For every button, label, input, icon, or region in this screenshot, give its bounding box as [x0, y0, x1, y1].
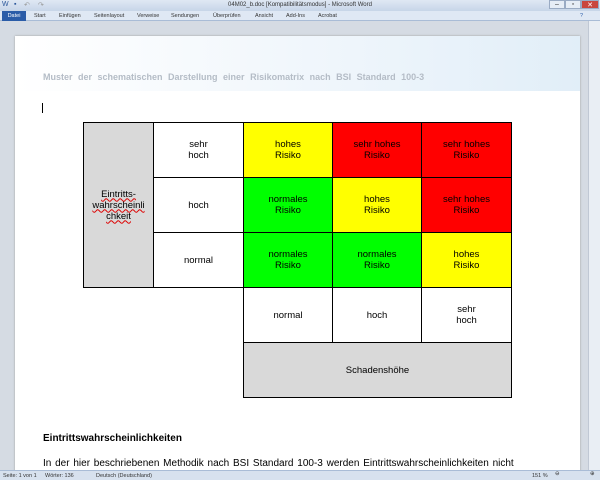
tab-ansicht[interactable]: Ansicht — [255, 13, 274, 19]
window-title: 04M02_b.doc [Kompatibilitätsmodus] - Mic… — [228, 2, 372, 8]
risk-cell-text: hohes Risiko — [364, 194, 390, 216]
x-axis-label: Schadenshöhe — [243, 342, 512, 398]
y-axis-label-text: Eintritts- wahrscheinli chkeit — [92, 188, 145, 222]
column-label: normal — [243, 287, 333, 343]
tab-datei[interactable]: Datei — [2, 11, 26, 21]
column-label: sehr hoch — [421, 287, 512, 343]
risk-cell: sehr hohes Risiko — [421, 122, 512, 178]
tab-acrobat[interactable]: Acrobat — [318, 13, 337, 19]
row-label-text: hoch — [188, 199, 209, 211]
language[interactable]: Deutsch (Deutschland) — [96, 473, 152, 479]
x-axis-label-text: Schadenshöhe — [345, 364, 410, 376]
maximize-button[interactable]: ▫ — [565, 0, 581, 9]
risk-cell-text: sehr hohes Risiko — [353, 139, 401, 161]
document-area: Muster der schematischen Darstellung ein… — [0, 21, 588, 476]
risk-cell-text: normales Risiko — [357, 249, 397, 271]
risk-cell: sehr hohes Risiko — [421, 177, 512, 233]
zoom-in-icon[interactable]: ⊕ — [590, 471, 595, 477]
risk-cell-text: hohes Risiko — [453, 249, 480, 271]
risk-cell-text: normales Risiko — [268, 249, 308, 271]
tab-verweise[interactable]: Verweise — [137, 13, 160, 19]
text-cursor — [42, 103, 43, 113]
risk-cell-text: sehr hohes Risiko — [442, 139, 490, 161]
redo-icon[interactable]: ↷ — [38, 2, 44, 9]
header-title: Muster der schematischen Darstellung ein… — [43, 72, 425, 82]
column-label-text: hoch — [366, 309, 388, 321]
page-count[interactable]: Seite: 1 von 1 — [3, 473, 37, 479]
vertical-scrollbar[interactable] — [588, 21, 600, 470]
risk-cell-text: sehr hohes Risiko — [442, 194, 490, 216]
body-paragraph: In der hier beschriebenen Methodik nach … — [43, 458, 514, 469]
risk-cell: normales Risiko — [243, 232, 333, 288]
risk-cell: hohes Risiko — [332, 177, 422, 233]
save-icon[interactable]: ▪ — [14, 1, 17, 8]
title-bar: W ▪ ↶ ↷ 04M02_b.doc [Kompatibilitätsmodu… — [0, 0, 600, 11]
help-icon[interactable]: ? — [580, 13, 584, 19]
risk-cell-text: hohes Risiko — [275, 139, 301, 161]
y-axis-label: Eintritts- wahrscheinli chkeit — [83, 122, 154, 288]
row-label: normal — [153, 232, 244, 288]
row-label-text: normal — [183, 254, 214, 266]
risk-cell-text: normales Risiko — [268, 194, 308, 216]
row-label: hoch — [153, 177, 244, 233]
document-page[interactable]: Muster der schematischen Darstellung ein… — [15, 36, 580, 476]
column-label-text: normal — [273, 309, 303, 321]
tab-einfuegen[interactable]: Einfügen — [59, 13, 81, 19]
tab-start[interactable]: Start — [34, 13, 46, 19]
tab-ueberpruefen[interactable]: Überprüfen — [213, 13, 241, 19]
tab-addins[interactable]: Add-Ins — [286, 13, 305, 19]
risk-cell: hohes Risiko — [421, 232, 512, 288]
zoom-level[interactable]: 151 % — [532, 473, 548, 479]
column-label: hoch — [332, 287, 422, 343]
ribbon-tabs: Datei Start Einfügen Seitenlayout Verwei… — [0, 11, 600, 21]
page-header: Muster der schematischen Darstellung ein… — [15, 36, 580, 91]
risk-cell: sehr hohes Risiko — [332, 122, 422, 178]
column-label-text: sehr hoch — [456, 304, 477, 326]
risk-cell: hohes Risiko — [243, 122, 333, 178]
word-count[interactable]: Wörter: 136 — [45, 473, 74, 479]
undo-icon[interactable]: ↶ — [24, 2, 30, 9]
zoom-out-icon[interactable]: ⊖ — [555, 471, 560, 477]
tab-seitenlayout[interactable]: Seitenlayout — [94, 13, 125, 19]
word-icon: W — [2, 1, 9, 8]
row-label-text: sehr hoch — [188, 139, 209, 161]
row-label: sehr hoch — [153, 122, 244, 178]
section-heading: Eintrittswahrscheinlichkeiten — [43, 433, 182, 444]
status-bar: Seite: 1 von 1 Wörter: 136 Deutsch (Deut… — [0, 470, 600, 480]
risk-cell: normales Risiko — [332, 232, 422, 288]
minimize-button[interactable]: – — [549, 0, 565, 9]
tab-sendungen[interactable]: Sendungen — [171, 13, 200, 19]
risk-cell: normales Risiko — [243, 177, 333, 233]
close-button[interactable]: ✕ — [581, 0, 599, 9]
